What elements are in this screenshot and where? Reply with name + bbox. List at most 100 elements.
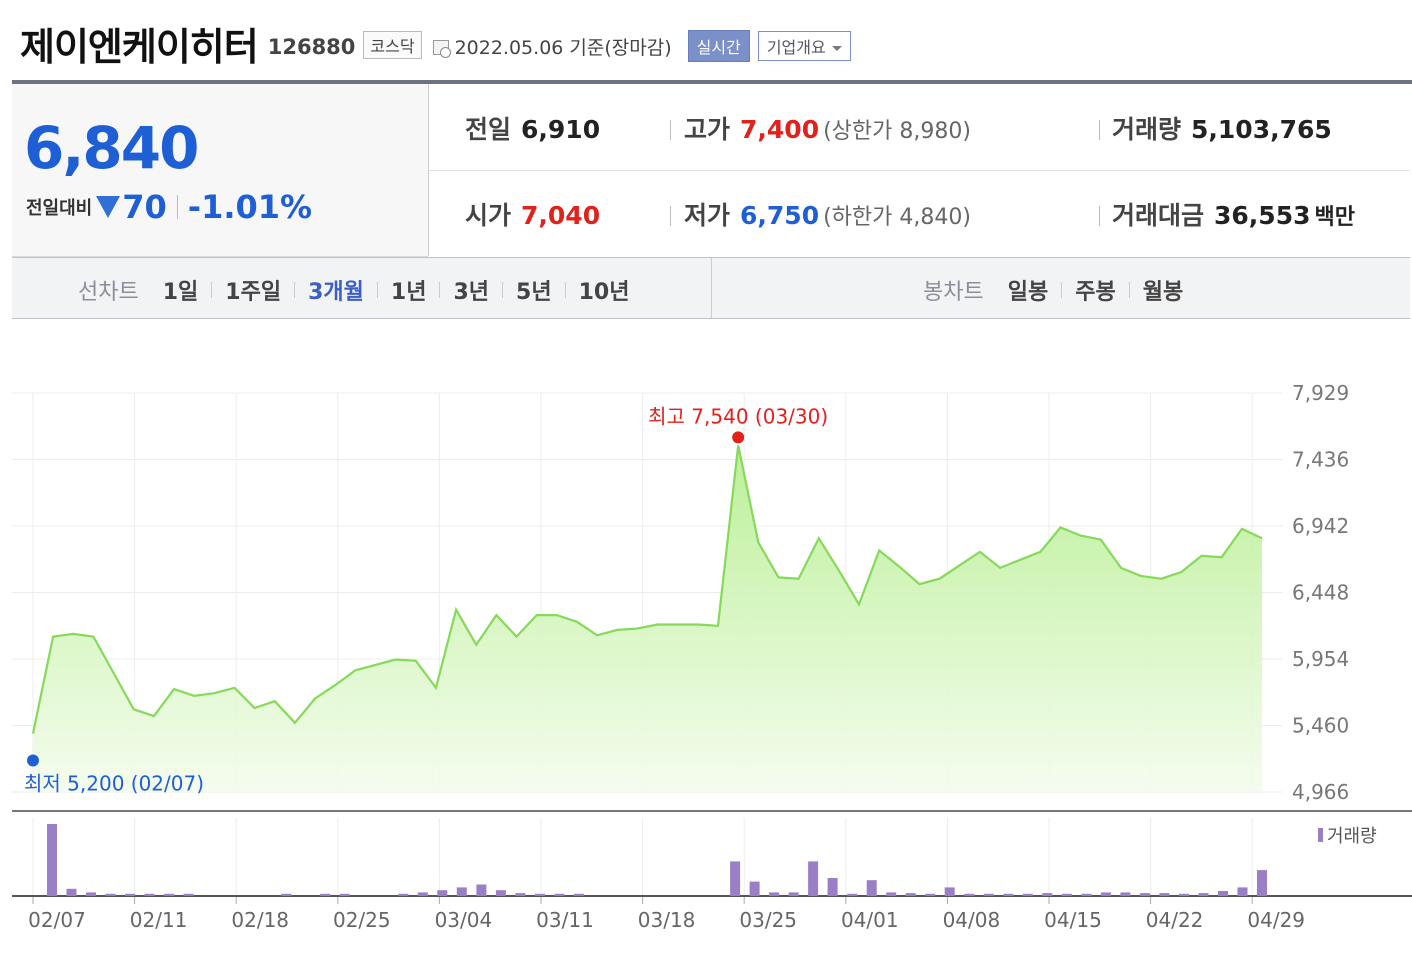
volume-bar [827, 878, 838, 896]
lower-limit: (하한가 4,840) [823, 205, 971, 230]
x-tick-label: 04/08 [943, 908, 1001, 932]
stat-label: 시가 [465, 201, 512, 230]
stat-value: 7,400 [740, 115, 820, 144]
y-tick-label: 6,942 [1292, 514, 1349, 538]
stat-low: 저가 6,750 (하한가 4,840) [684, 196, 971, 232]
x-tick-label: 04/29 [1247, 908, 1305, 932]
price-change: 전일대비 70 -1.01% [26, 188, 312, 226]
volume-bar [47, 824, 57, 896]
tab-separator [439, 282, 441, 298]
stat-high: 고가 7,400 (상한가 8,980) [684, 110, 971, 146]
volume-bar [281, 893, 292, 896]
header-divider [12, 80, 1412, 84]
volume-bar [944, 887, 955, 896]
x-tick-label: 02/11 [130, 908, 188, 932]
price-stats: 전일 6,910 고가 7,400 (상한가 8,980) 거래량 5,103,765 … [429, 84, 1410, 256]
y-tick-label: 4,966 [1292, 780, 1349, 804]
min-point [27, 754, 39, 767]
tab-separator [502, 282, 504, 298]
volume-bar [1257, 870, 1267, 896]
volume-bar [437, 890, 448, 896]
stat-value: 7,040 [521, 201, 601, 230]
x-tick-label: 04/01 [841, 908, 899, 932]
x-tick-label: 03/18 [638, 908, 696, 932]
tab-separator [376, 282, 378, 298]
tab-candle-2[interactable]: 월봉 [1142, 280, 1184, 305]
line-chart-tabs: 선차트 1일 1주일 3개월 1년 3년 5년 10년 [78, 274, 629, 306]
y-tick-label: 7,929 [1292, 381, 1349, 405]
panel-divider [428, 84, 429, 256]
volume-bar [1061, 893, 1072, 896]
y-tick-label: 5,460 [1292, 714, 1349, 738]
tab-separator [1061, 282, 1063, 298]
volume-bar [1120, 892, 1131, 896]
stat-label: 거래대금 [1112, 201, 1205, 230]
current-price-panel: 6,840 전일대비 70 -1.01% [12, 84, 428, 257]
price-volume-chart: 7,929 7,436 6,942 6,448 5,954 5,460 4,966 02/07… [12, 381, 1412, 932]
x-tick-label: 03/25 [739, 908, 797, 932]
tab-period-3[interactable]: 1년 [390, 280, 427, 305]
tab-period-2[interactable]: 3개월 [308, 280, 364, 305]
tab-candle-1[interactable]: 주봉 [1075, 280, 1116, 305]
tab-period-4[interactable]: 3년 [453, 280, 490, 305]
volume-bar [456, 887, 467, 896]
stat-value: 6,910 [521, 115, 601, 144]
change-amount: 70 [122, 188, 167, 226]
volume-bar [398, 893, 409, 896]
stat-label: 거래량 [1112, 115, 1182, 144]
stat-prev: 전일 6,910 [465, 110, 600, 146]
volume-bar [125, 893, 136, 896]
min-label: 최저 5,200 (02/07) [24, 771, 204, 795]
company-overview-label: 기업개요 [766, 38, 826, 57]
tab-period-6[interactable]: 10년 [578, 280, 630, 305]
volume-bar [905, 893, 916, 896]
volume-bar [808, 861, 819, 896]
x-tick-label: 03/04 [435, 908, 493, 932]
volume-bar [573, 893, 584, 896]
stock-chart: 7,929 7,436 6,942 6,448 5,954 5,460 4,966 02/07… [0, 330, 1412, 980]
tab-candle-0[interactable]: 일봉 [1007, 280, 1049, 305]
max-point [732, 431, 745, 444]
volume-bar [1003, 893, 1014, 896]
volume-bar [534, 893, 545, 896]
stat-label: 전일 [465, 115, 512, 144]
volume-bar [730, 861, 741, 896]
volume-bar [1218, 891, 1228, 896]
volume-bar [1139, 893, 1150, 896]
volume-bar [1198, 893, 1209, 896]
volume-bar [164, 893, 175, 896]
stat-label: 저가 [684, 201, 731, 230]
stats-row: 전일 6,910 고가 7,400 (상한가 8,980) 거래량 5,103,765 [429, 84, 1410, 171]
change-separator [176, 195, 178, 219]
volume-bar [66, 888, 77, 896]
tab-period-5[interactable]: 5년 [516, 280, 552, 305]
realtime-button[interactable]: 실시간 [687, 30, 750, 62]
volume-bar [144, 893, 155, 896]
stat-separator [1099, 206, 1100, 226]
stat-label: 고가 [684, 115, 731, 144]
volume-bar [320, 893, 331, 896]
volume-bar [1081, 893, 1092, 896]
company-overview-dropdown[interactable]: 기업개요 [757, 31, 851, 61]
stock-header: 제이엔케이히터 126880 코스닥 2022.05.06 기준(장마감) 실시… [20, 18, 851, 69]
tab-separator [294, 282, 296, 298]
volume-bar [476, 884, 487, 896]
stat-volume: 거래량 5,103,765 [1112, 110, 1332, 146]
stat-separator [670, 120, 671, 140]
stat-unit: 백만 [1314, 205, 1355, 230]
tab-period-1[interactable]: 1주일 [225, 280, 282, 305]
price-area [33, 445, 1262, 792]
tab-period-0[interactable]: 1일 [162, 280, 199, 305]
chevron-down-icon [831, 46, 842, 51]
stat-value: 5,103,765 [1191, 115, 1332, 144]
y-tick-label: 5,954 [1292, 647, 1349, 671]
volume-bar [886, 892, 897, 896]
volume-bar [183, 893, 194, 896]
max-label: 최고 7,540 (03/30) [648, 404, 828, 428]
volume-legend-swatch [1318, 828, 1323, 842]
volume-bar [417, 892, 428, 896]
tab-separator [211, 282, 213, 298]
y-tick-label: 7,436 [1292, 448, 1349, 472]
volume-bar [86, 892, 96, 896]
market-badge: 코스닥 [363, 31, 422, 59]
